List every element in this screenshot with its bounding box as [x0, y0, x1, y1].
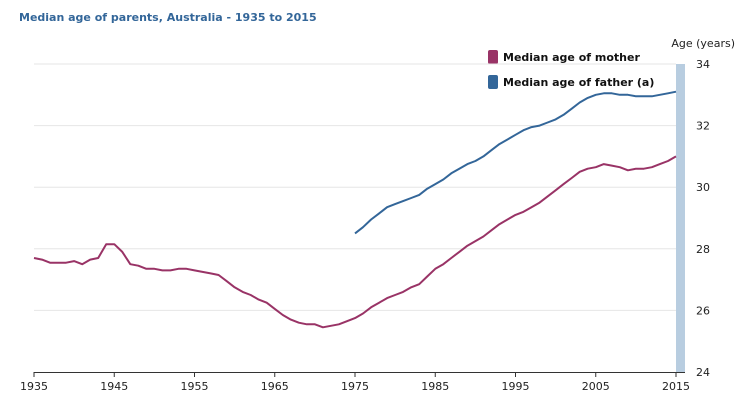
legend-label-father: Median age of father (a)	[503, 75, 655, 89]
x-tick-label-1975: 1975	[341, 380, 369, 393]
x-tick-label-2005: 2005	[582, 380, 610, 393]
y-tick-label-34: 34	[696, 58, 710, 71]
x-tick-label-1985: 1985	[421, 380, 449, 393]
x-tick-label-2015: 2015	[662, 380, 690, 393]
x-tick-label-1965: 1965	[261, 380, 289, 393]
legend-item-father: Median age of father (a)	[488, 75, 654, 89]
y-axis-bar	[676, 64, 685, 372]
y-tick-label-24: 24	[696, 366, 710, 379]
legend-label-mother: Median age of mother	[503, 50, 640, 64]
legend-swatch-father	[488, 75, 498, 89]
x-tick-label-1995: 1995	[502, 380, 530, 393]
series-line-mother	[33, 155, 677, 329]
x-tick-label-1955: 1955	[181, 380, 209, 393]
series-line-father	[354, 90, 677, 235]
x-tick-label-1935: 1935	[20, 380, 48, 393]
y-tick-label-28: 28	[696, 243, 710, 256]
y-axis-label: Age (years)	[671, 37, 735, 50]
x-tick-label-1945: 1945	[100, 380, 128, 393]
y-tick-label-32: 32	[696, 120, 710, 133]
legend-item-mother: Median age of mother	[488, 50, 640, 64]
chart-title: Median age of parents, Australia - 1935 …	[19, 11, 317, 24]
y-tick-label-26: 26	[696, 304, 710, 317]
y-tick-label-30: 30	[696, 181, 710, 194]
legend-swatch-mother	[488, 50, 498, 64]
